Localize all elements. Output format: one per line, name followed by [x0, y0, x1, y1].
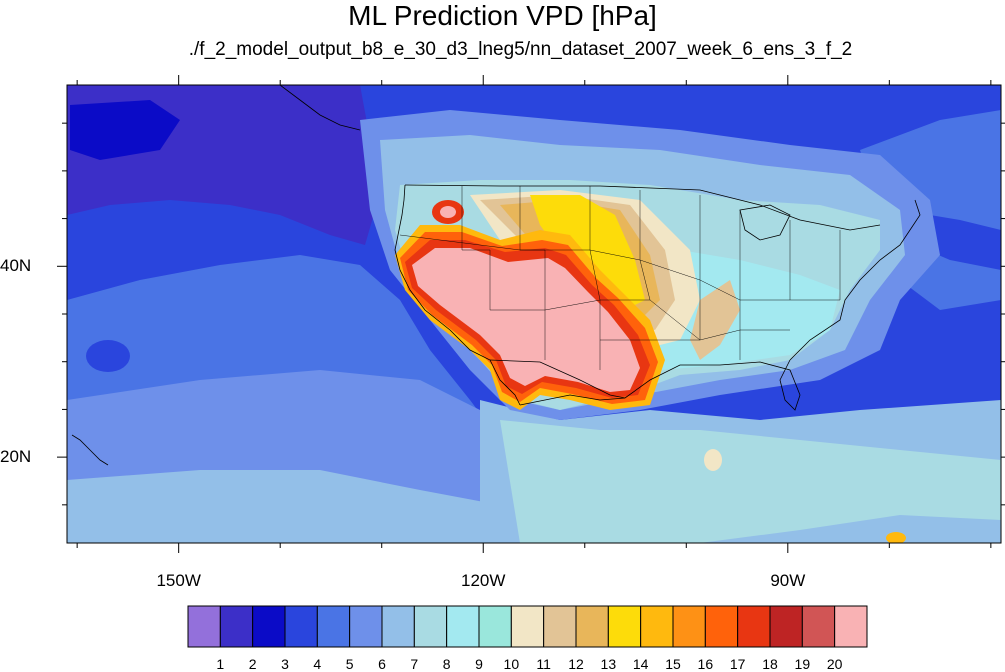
colorbar-label: 16 — [697, 656, 714, 672]
vpd-field-plains-yellow — [530, 195, 645, 310]
great-lakes-line — [739, 204, 791, 241]
colorbar-swatch — [413, 605, 448, 648]
colorbar-label: 18 — [762, 656, 778, 672]
colorbar-swatch — [349, 605, 383, 648]
colorbar-swatch — [543, 605, 577, 648]
colorbar-swatch — [187, 605, 221, 648]
colorbar-label: 11 — [536, 656, 551, 672]
colorbar-swatch — [607, 605, 642, 648]
colorbar — [187, 605, 868, 648]
colorbar-swatch — [316, 605, 351, 648]
vpd-field-mississippi-tan — [690, 280, 740, 360]
gulf-coast-line — [519, 359, 801, 411]
map-title: ML Prediction VPD [hPa] — [348, 0, 657, 31]
east-coast-line — [789, 199, 921, 361]
colorbar-swatch — [446, 605, 480, 648]
colorbar-swatch — [737, 605, 771, 648]
colorbar-label: 8 — [442, 656, 451, 672]
hawaii-islands-line — [71, 434, 109, 466]
lon-tick-label: 90W — [770, 571, 806, 590]
colorbar-swatch — [834, 605, 868, 648]
colorbar-swatch — [640, 605, 674, 648]
vpd-field-gulf-light — [500, 420, 1001, 543]
lat-tick-label: 20N — [0, 447, 32, 467]
colorbar-label: 4 — [313, 656, 322, 672]
alaska-panhandle-line — [279, 85, 361, 131]
map-plot-area — [67, 85, 1001, 543]
colorbar-label: 7 — [410, 656, 419, 672]
colorbar-label: 15 — [665, 656, 681, 672]
colorbar-label: 1 — [216, 656, 225, 672]
vpd-field-deep-pocket — [70, 100, 180, 160]
axis-ticks — [57, 75, 1005, 553]
vpd-field-ocean-eddy — [86, 340, 130, 372]
west-coast-line — [394, 184, 521, 406]
colorbar-swatch — [769, 605, 803, 648]
vpd-field-tropical — [67, 470, 540, 543]
vpd-field-hotspot-core — [440, 206, 456, 218]
colorbar-label: 3 — [281, 656, 289, 672]
vpd-field-southwest-core — [412, 248, 640, 392]
colorbar-swatch — [478, 605, 512, 648]
coastlines — [71, 85, 921, 466]
colorbar-label: 6 — [378, 656, 386, 672]
colorbar-label: 12 — [568, 656, 584, 672]
lat-tick-label: 40N — [0, 256, 32, 276]
lon-tick-label: 120W — [461, 571, 506, 590]
colorbar-swatch — [704, 605, 739, 648]
colorbar-swatch — [510, 605, 545, 648]
colorbar-label: 13 — [600, 656, 617, 672]
state-boundaries — [399, 186, 841, 370]
colorbar-label: 9 — [475, 656, 483, 672]
colorbar-label: 17 — [729, 656, 746, 672]
canada-border-line — [404, 184, 881, 231]
colorbar-swatch — [801, 605, 836, 648]
colorbar-swatch — [575, 605, 609, 648]
colorbar-swatch — [284, 605, 318, 648]
mexico-border-line — [489, 359, 626, 399]
colorbar-label: 14 — [632, 656, 649, 672]
lon-tick-label: 150W — [156, 571, 201, 590]
colorbar-swatch — [672, 605, 706, 648]
vpd-field-mexico-hotspot — [704, 449, 722, 471]
map-subtitle: ./f_2_model_output_b8_e_30_d3_lneg5/nn_d… — [188, 39, 853, 60]
colorbar-swatch — [252, 605, 286, 648]
colorbar-label: 19 — [794, 656, 811, 672]
colorbar-swatch — [381, 605, 415, 648]
colorbar-label: 10 — [503, 656, 520, 672]
colorbar-label: 5 — [345, 656, 354, 672]
colorbar-swatch — [219, 605, 254, 648]
vpd-field-caribbean-hotspot — [886, 532, 906, 543]
colorbar-label: 20 — [826, 656, 843, 672]
colorbar-label: 2 — [248, 656, 257, 672]
